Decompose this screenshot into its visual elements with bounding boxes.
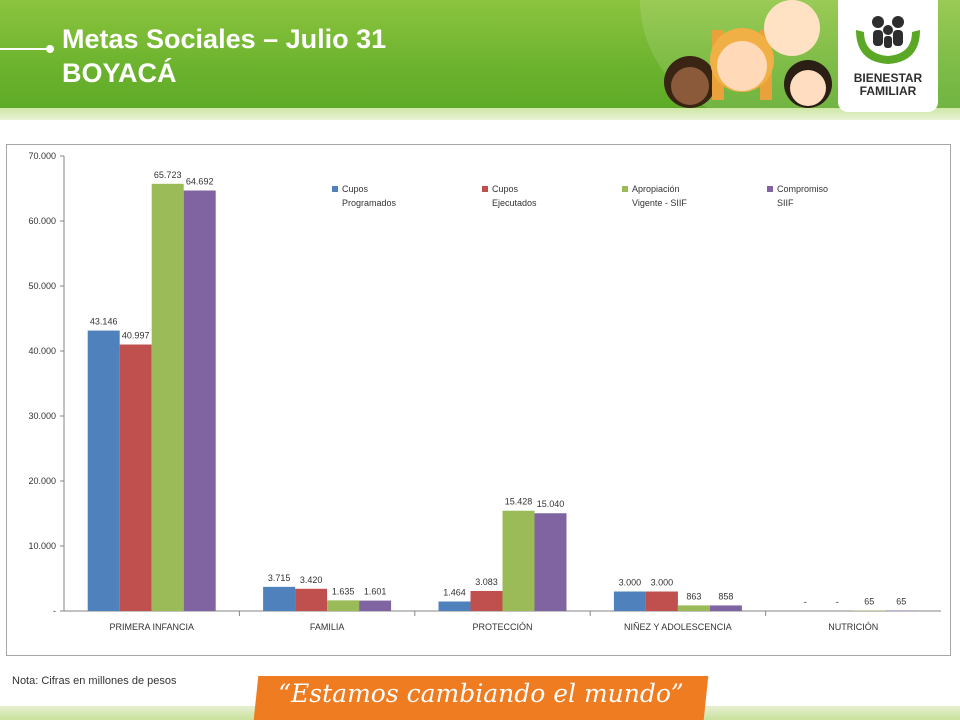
data-label: 3.715 xyxy=(268,573,291,583)
y-tick-label: 40.000 xyxy=(28,346,56,356)
header-banner: Metas Sociales – Julio 31 BOYACÁ BIENEST… xyxy=(0,0,960,120)
bar xyxy=(151,183,184,611)
child-face-2 xyxy=(717,41,767,91)
y-tick-label: - xyxy=(53,606,56,616)
data-label: 65.723 xyxy=(154,170,182,180)
bar xyxy=(645,591,678,611)
page-title: Metas Sociales – Julio 31 BOYACÁ xyxy=(62,22,386,90)
y-tick-label: 10.000 xyxy=(28,541,56,551)
x-tick-label: FAMILIA xyxy=(310,622,345,632)
bar xyxy=(613,591,646,611)
bar xyxy=(677,605,710,611)
data-label: 863 xyxy=(686,591,701,601)
data-label: 3.083 xyxy=(475,577,498,587)
data-label: 15.040 xyxy=(537,499,565,509)
bar xyxy=(534,513,567,611)
bienestar-logo: BIENESTAR FAMILIAR xyxy=(838,0,938,112)
y-tick-label: 20.000 xyxy=(28,476,56,486)
y-tick-label: 30.000 xyxy=(28,411,56,421)
data-label: 1.601 xyxy=(364,587,387,597)
legend-label: Vigente - SIIF xyxy=(632,198,687,208)
data-label: 3.000 xyxy=(619,578,642,588)
bar xyxy=(327,600,360,611)
logo-line-1: BIENESTAR xyxy=(853,71,923,85)
bar xyxy=(263,586,296,611)
title-dot xyxy=(46,45,54,53)
legend-swatch xyxy=(332,186,338,192)
slogan-text: “Estamos cambiando el mundo” xyxy=(278,679,684,708)
logo-line-2: FAMILIAR xyxy=(859,84,917,98)
title-line-2: BOYACÁ xyxy=(62,58,177,88)
legend-swatch xyxy=(482,186,488,192)
legend-swatch xyxy=(622,186,628,192)
legend-label: Ejecutados xyxy=(492,198,537,208)
x-tick-label: PRIMERA INFANCIA xyxy=(109,622,194,632)
data-label: 64.692 xyxy=(186,177,214,187)
bar xyxy=(119,344,152,611)
bar xyxy=(295,588,328,611)
y-tick-label: 50.000 xyxy=(28,281,56,291)
legend-label: Compromiso xyxy=(777,184,828,194)
data-label: 40.997 xyxy=(122,331,150,341)
data-label: 3.000 xyxy=(651,578,674,588)
title-line xyxy=(0,48,48,50)
bar xyxy=(87,330,120,611)
bar xyxy=(502,510,535,611)
bar xyxy=(709,605,742,611)
logo-text: BIENESTAR FAMILIAR xyxy=(838,72,938,98)
bar-chart: - 10.000 20.000 30.000 40.000 50.000 60.000 70.… xyxy=(28,151,941,632)
data-label: 858 xyxy=(718,591,733,601)
chart-frame: - 10.000 20.000 30.000 40.000 50.000 60.000 70.… xyxy=(6,144,951,656)
legend-label: SIIF xyxy=(777,198,794,208)
data-label: 15.428 xyxy=(505,497,533,507)
bar xyxy=(438,601,471,611)
bar xyxy=(470,590,503,611)
data-label: - xyxy=(804,597,807,607)
data-label: 3.420 xyxy=(300,575,323,585)
data-label: 1.464 xyxy=(443,587,466,597)
y-tick-label: 70.000 xyxy=(28,151,56,161)
family-logo-icon xyxy=(856,16,920,64)
data-label: 43.146 xyxy=(90,317,118,327)
legend-label: Programados xyxy=(342,198,397,208)
x-tick-label: PROTECCIÓN xyxy=(472,622,532,632)
header-stripe xyxy=(0,108,960,120)
y-tick-label: 60.000 xyxy=(28,216,56,226)
legend-label: Cupos xyxy=(492,184,519,194)
data-label: 1.635 xyxy=(332,586,355,596)
data-label: - xyxy=(836,597,839,607)
data-label: 65 xyxy=(864,597,874,607)
children-illustration xyxy=(664,0,832,108)
x-tick-label: NIÑEZ Y ADOLESCENCIA xyxy=(624,622,732,632)
title-line-1: Metas Sociales – Julio 31 xyxy=(62,24,387,54)
bar xyxy=(359,600,392,611)
legend-label: Cupos xyxy=(342,184,369,194)
child-face-3 xyxy=(764,0,820,56)
data-label: 65 xyxy=(896,597,906,607)
x-tick-label: NUTRICIÓN xyxy=(828,622,878,632)
child-face-4 xyxy=(790,70,826,106)
child-face-1 xyxy=(671,67,709,105)
legend-label: Apropiación xyxy=(632,184,680,194)
footnote: Nota: Cifras en millones de pesos xyxy=(12,675,177,687)
bar xyxy=(183,190,216,611)
legend-swatch xyxy=(767,186,773,192)
